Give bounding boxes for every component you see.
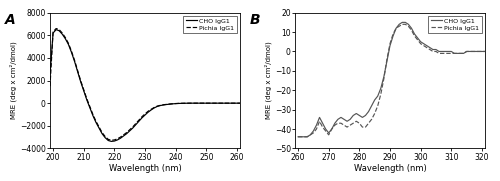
- Line: Pichia IgG1: Pichia IgG1: [50, 28, 240, 140]
- Pichia IgG1: [170, 103, 175, 105]
- Pichia IgG1: [53, 27, 59, 30]
- Pichia IgG1: [93, 120, 99, 122]
- Pichia IgG1: [387, 43, 393, 45]
- CHO IgG1: [228, 102, 234, 104]
- Pichia IgG1: [460, 52, 466, 54]
- CHO IgG1: [482, 50, 488, 52]
- Y-axis label: MRE (deg x cm²/dmol): MRE (deg x cm²/dmol): [10, 42, 17, 119]
- Legend: CHO IgG1, Pichia IgG1: CHO IgG1, Pichia IgG1: [183, 16, 237, 33]
- CHO IgG1: [53, 29, 59, 31]
- Pichia IgG1: [47, 85, 53, 87]
- X-axis label: Wavelength (nm): Wavelength (nm): [108, 164, 182, 173]
- CHO IgG1: [344, 120, 350, 122]
- CHO IgG1: [47, 74, 53, 76]
- Pichia IgG1: [108, 139, 114, 141]
- CHO IgG1: [170, 103, 175, 105]
- Pichia IgG1: [237, 102, 243, 104]
- Line: CHO IgG1: CHO IgG1: [298, 22, 485, 137]
- Pichia IgG1: [332, 124, 338, 126]
- Pichia IgG1: [228, 102, 234, 104]
- Legend: CHO IgG1, Pichia IgG1: CHO IgG1, Pichia IgG1: [428, 16, 482, 33]
- Pichia IgG1: [90, 113, 96, 116]
- CHO IgG1: [295, 136, 301, 138]
- Pichia IgG1: [310, 132, 316, 134]
- CHO IgG1: [93, 121, 99, 123]
- Pichia IgG1: [200, 102, 206, 104]
- CHO IgG1: [108, 140, 114, 142]
- Pichia IgG1: [412, 35, 418, 37]
- Y-axis label: MRE (deg x cm²/dmol): MRE (deg x cm²/dmol): [264, 42, 272, 119]
- Pichia IgG1: [295, 136, 301, 138]
- CHO IgG1: [310, 130, 316, 132]
- CHO IgG1: [237, 102, 243, 104]
- CHO IgG1: [200, 102, 206, 104]
- Line: CHO IgG1: CHO IgG1: [50, 30, 240, 141]
- Pichia IgG1: [182, 102, 188, 104]
- Text: B: B: [250, 13, 260, 27]
- CHO IgG1: [387, 45, 393, 47]
- Line: Pichia IgG1: Pichia IgG1: [298, 24, 485, 137]
- Pichia IgG1: [344, 126, 350, 128]
- CHO IgG1: [332, 122, 338, 124]
- CHO IgG1: [182, 102, 188, 104]
- CHO IgG1: [90, 115, 96, 117]
- Text: A: A: [5, 13, 16, 27]
- CHO IgG1: [400, 21, 406, 24]
- Pichia IgG1: [400, 23, 406, 25]
- CHO IgG1: [460, 52, 466, 54]
- X-axis label: Wavelength (nm): Wavelength (nm): [354, 164, 426, 173]
- CHO IgG1: [412, 33, 418, 35]
- Pichia IgG1: [482, 50, 488, 52]
